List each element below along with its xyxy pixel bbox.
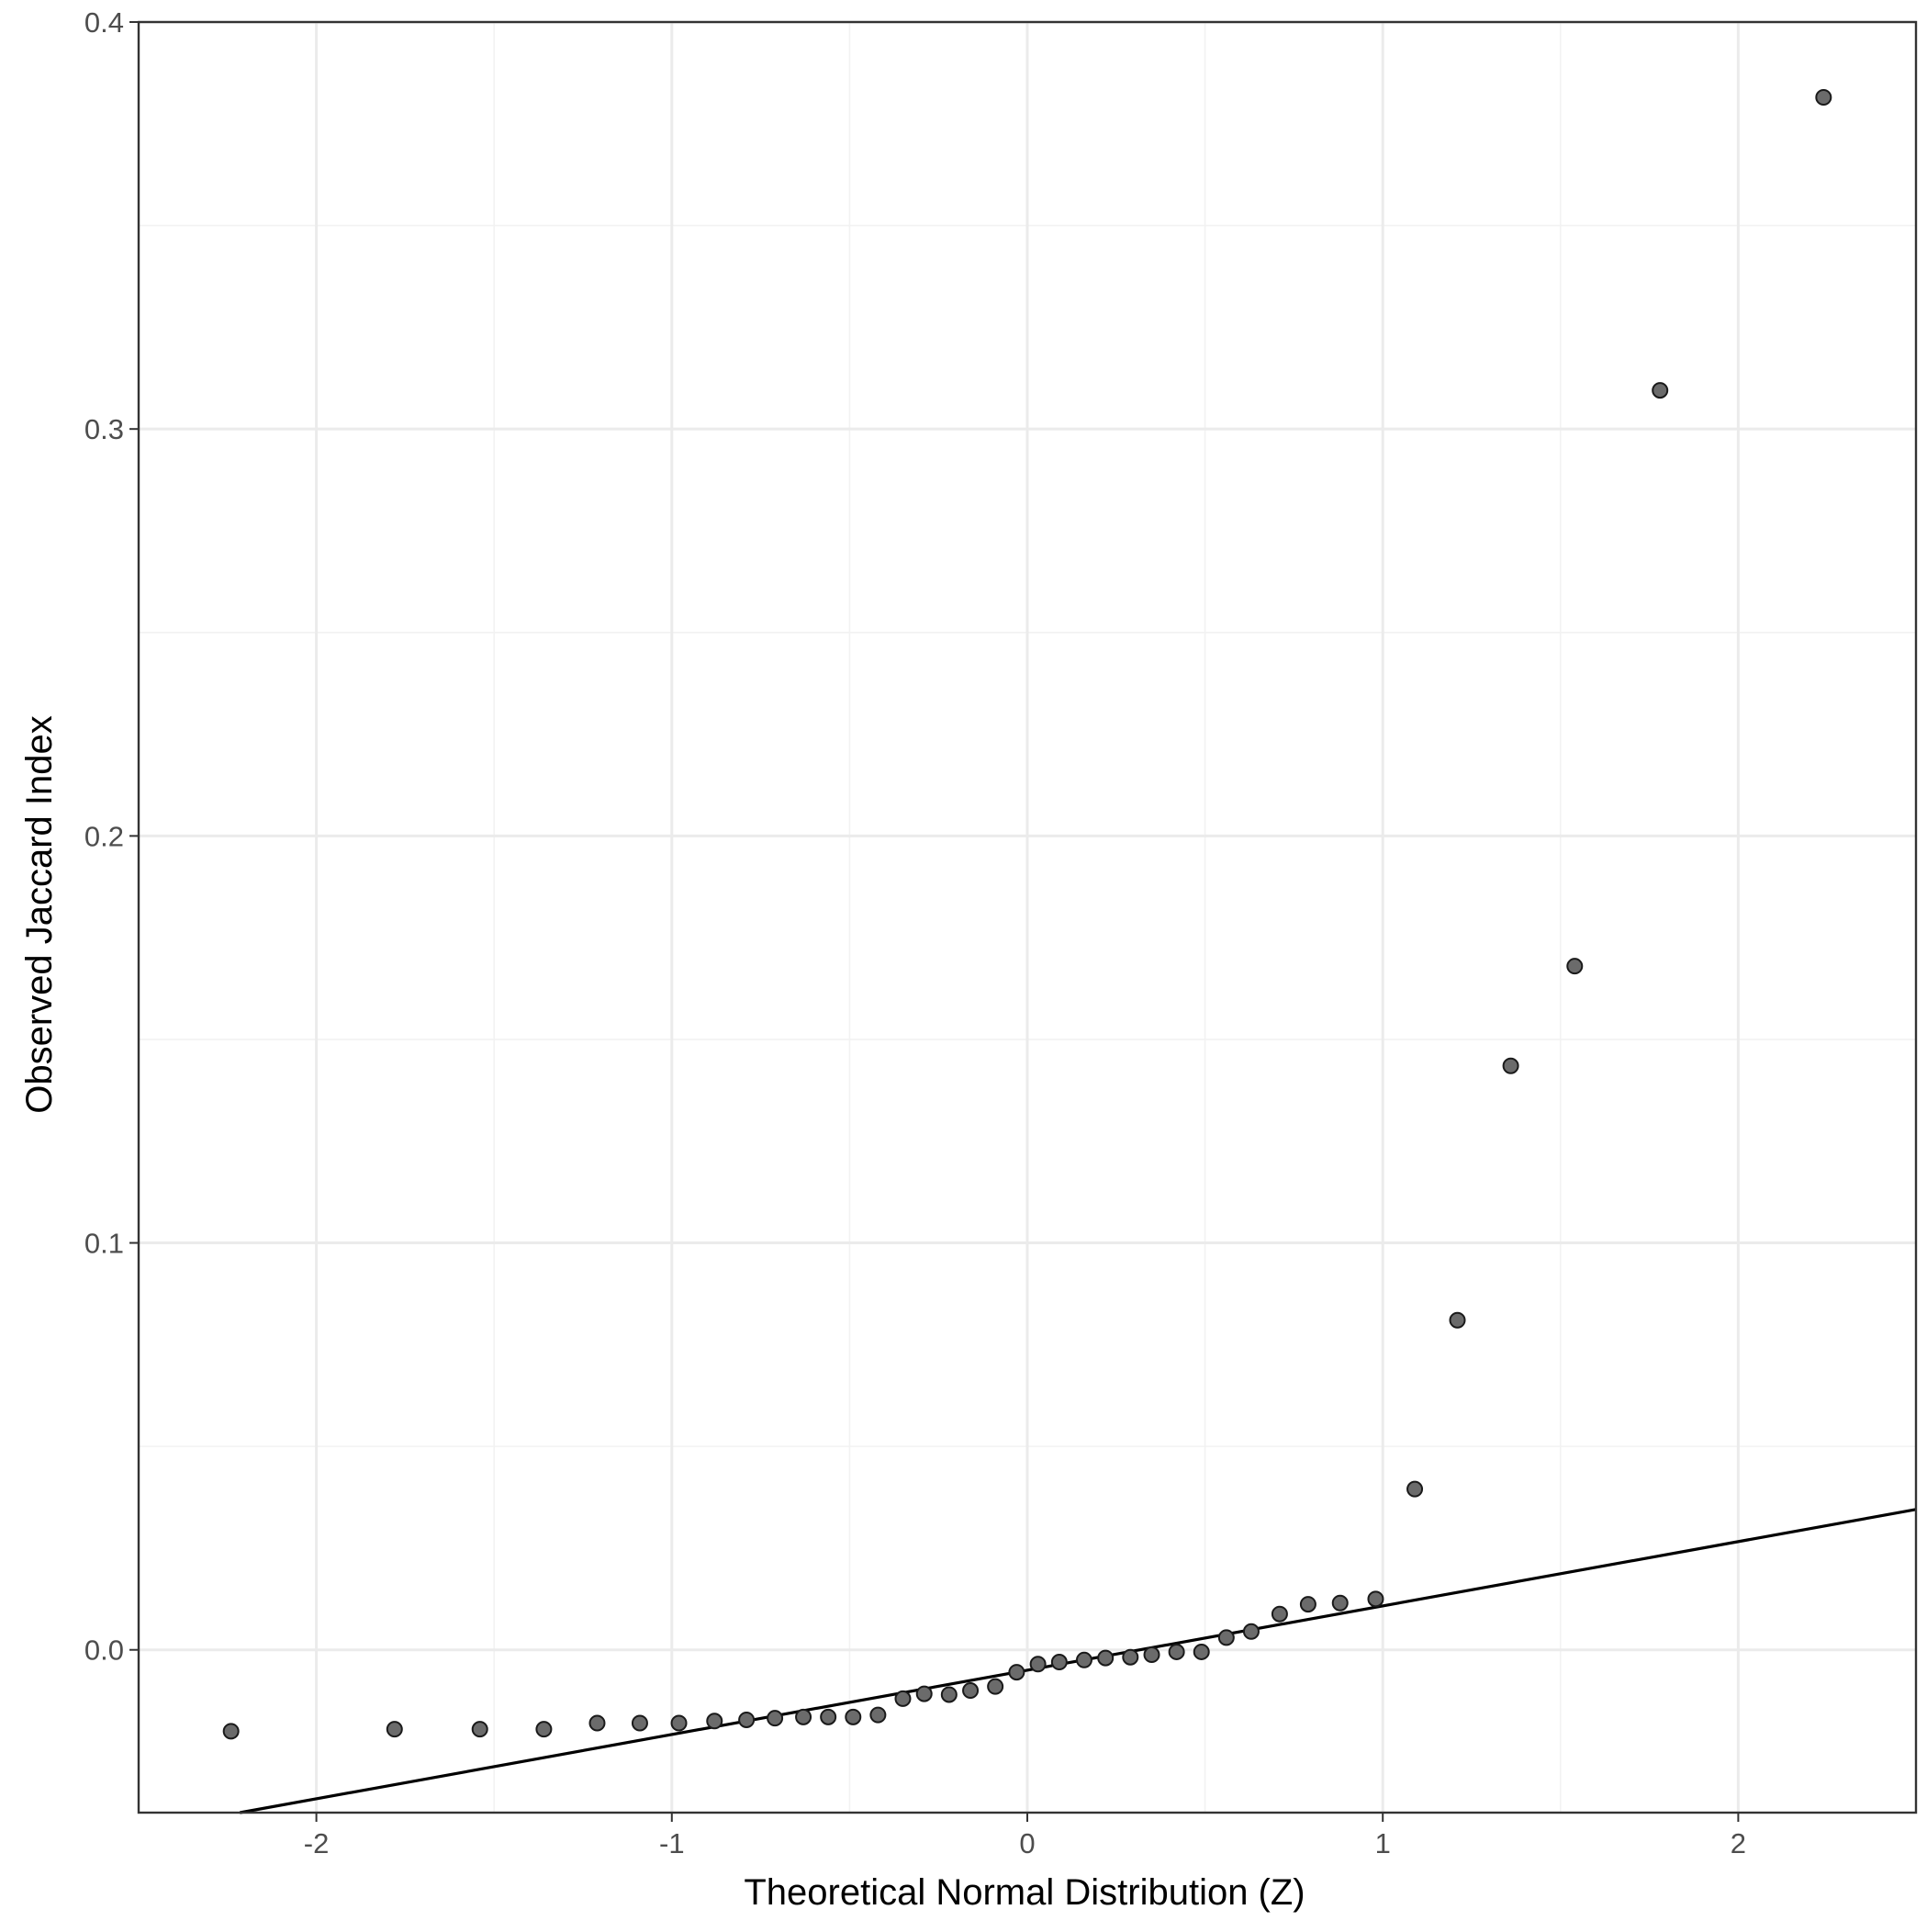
x-tick-label: 0 xyxy=(1019,1827,1035,1859)
data-point xyxy=(1271,1605,1288,1623)
y-tick-label: 0.3 xyxy=(84,413,124,445)
data-point xyxy=(631,1714,648,1732)
y-axis: 0.0 0.1 0.2 0.3 0.4 xyxy=(84,6,139,1667)
data-point xyxy=(1029,1656,1047,1673)
data-point xyxy=(1815,88,1832,106)
data-point xyxy=(1193,1643,1210,1660)
data-point xyxy=(1652,382,1669,399)
data-point xyxy=(894,1690,912,1707)
data-point xyxy=(1367,1590,1384,1608)
y-tick-label: 0.0 xyxy=(84,1634,124,1667)
data-point xyxy=(1242,1623,1260,1640)
data-point xyxy=(767,1710,784,1727)
data-point xyxy=(1122,1648,1139,1666)
data-point xyxy=(1502,1057,1519,1074)
data-point xyxy=(1217,1629,1235,1646)
data-point xyxy=(386,1721,403,1738)
data-point xyxy=(915,1685,933,1702)
x-tick-label: -1 xyxy=(659,1827,685,1859)
data-point xyxy=(1406,1480,1424,1498)
data-point xyxy=(1566,958,1584,975)
data-point xyxy=(1008,1664,1025,1681)
data-point xyxy=(471,1721,488,1738)
data-point xyxy=(1331,1594,1349,1612)
y-tick-label: 0.1 xyxy=(84,1228,124,1260)
data-point xyxy=(222,1723,240,1740)
y-axis-title: Observed Jaccard Index xyxy=(19,715,60,1114)
data-point xyxy=(987,1678,1004,1695)
data-point xyxy=(820,1708,837,1725)
x-tick-label: -2 xyxy=(304,1827,330,1859)
data-point xyxy=(1449,1311,1466,1329)
data-point xyxy=(1097,1649,1115,1667)
data-point xyxy=(706,1713,723,1730)
data-point xyxy=(845,1708,862,1725)
data-point xyxy=(1075,1651,1092,1668)
data-point xyxy=(588,1714,606,1732)
data-point xyxy=(670,1714,688,1732)
x-axis-title: Theoretical Normal Distribution (Z) xyxy=(744,1872,1305,1913)
data-point xyxy=(535,1721,553,1738)
data-point xyxy=(940,1686,958,1703)
data-point xyxy=(1299,1596,1316,1613)
data-point xyxy=(1143,1646,1160,1664)
data-point xyxy=(795,1708,812,1725)
x-tick-label: 2 xyxy=(1731,1827,1746,1859)
y-tick-label: 0.4 xyxy=(84,6,124,39)
data-point xyxy=(869,1706,887,1724)
data-point xyxy=(738,1711,756,1728)
data-point xyxy=(962,1682,980,1700)
x-tick-label: 1 xyxy=(1375,1827,1391,1859)
data-points xyxy=(222,88,1832,1740)
data-point xyxy=(1050,1654,1068,1671)
x-axis: -2 -1 0 1 2 xyxy=(304,1813,1746,1859)
data-point xyxy=(1168,1643,1185,1660)
y-tick-label: 0.2 xyxy=(84,820,124,852)
